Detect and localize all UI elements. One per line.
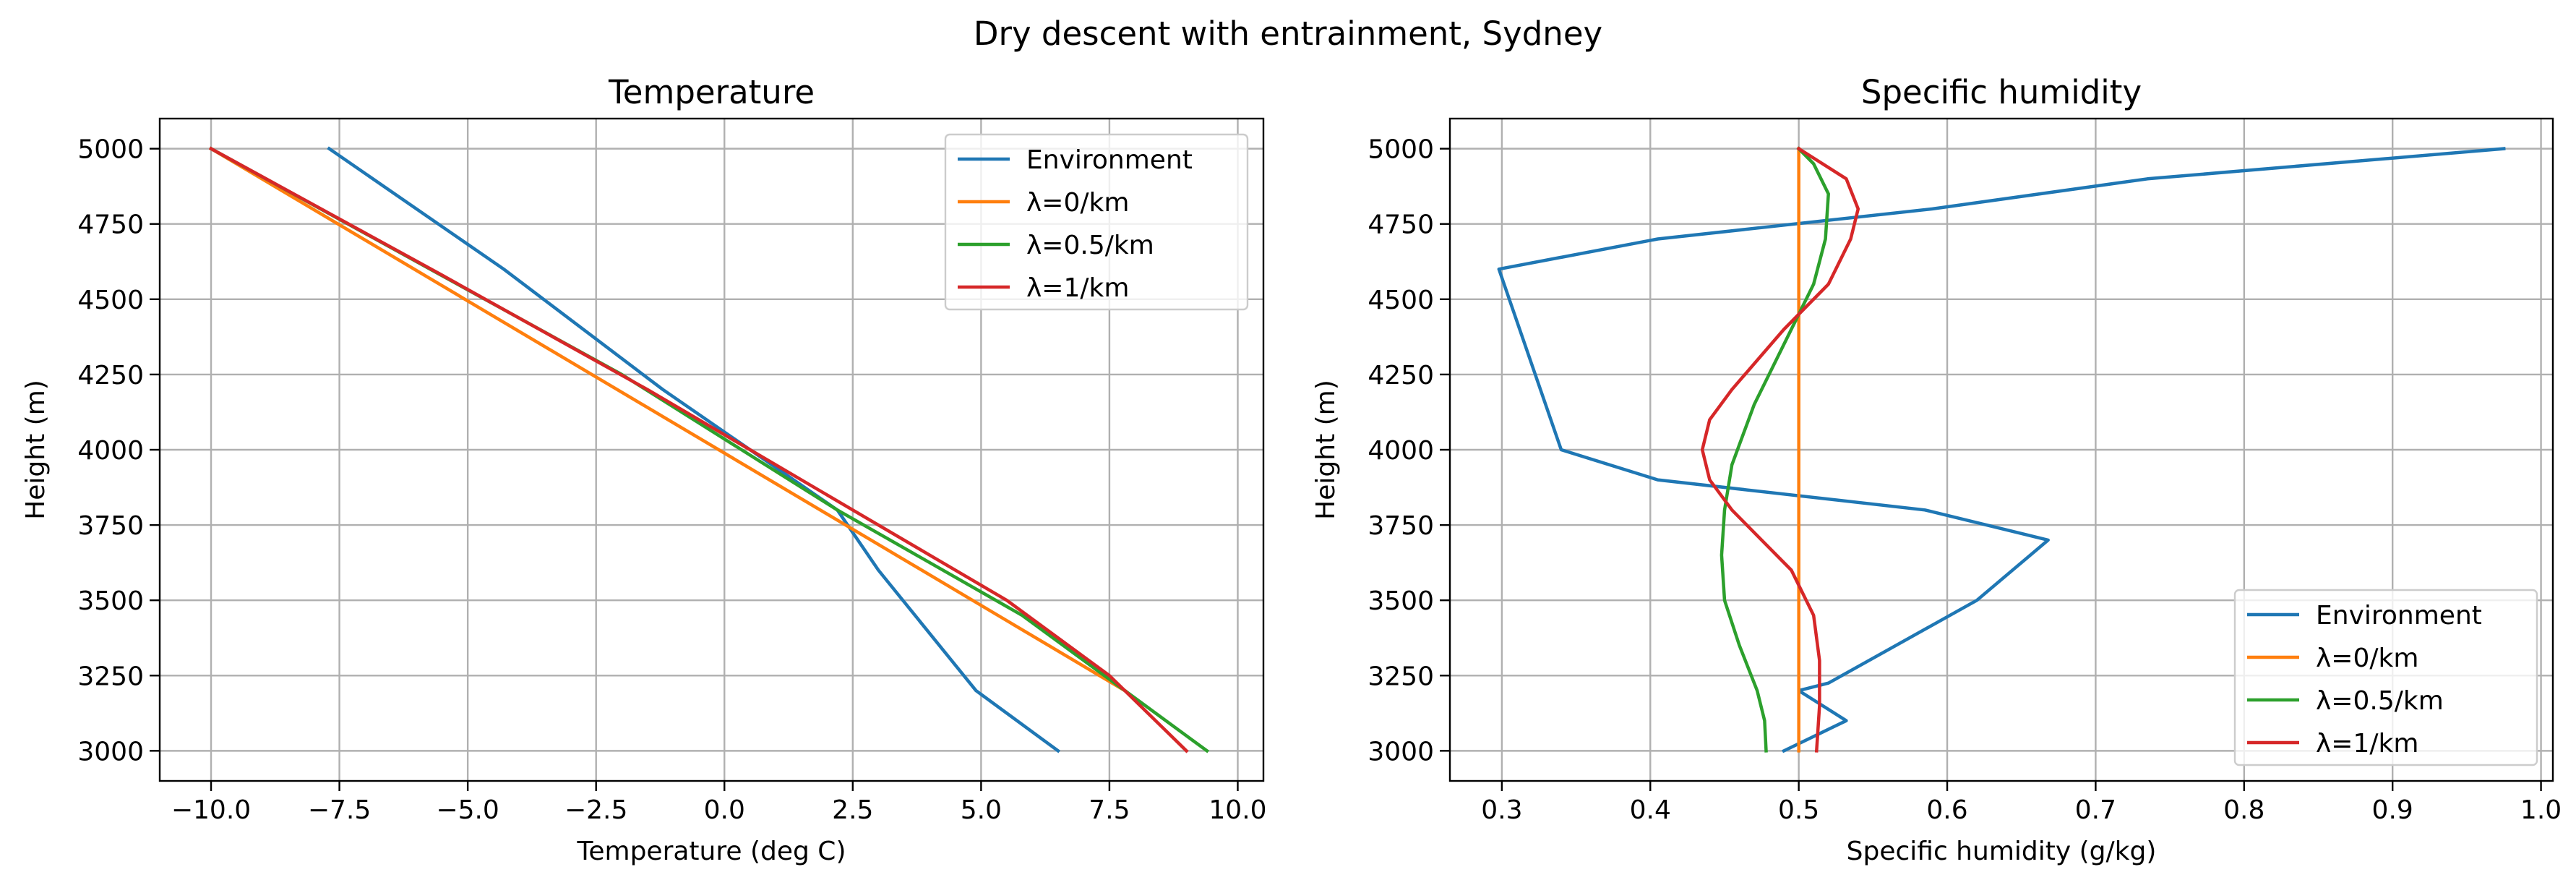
humidity-ytick-label: 4250 <box>1368 361 1434 390</box>
humidity-xaxis-label: Specific humidity (g/kg) <box>1847 837 2157 866</box>
humidity-ytick-label: 3750 <box>1368 511 1434 541</box>
temperature-legend-label: Environment <box>1026 145 1193 175</box>
temperature-ytick-label: 5000 <box>77 135 144 165</box>
humidity-legend-label: λ=1/km <box>2316 729 2418 759</box>
humidity-series-line-2 <box>1720 146 1830 753</box>
temperature-xtick-label: 5.0 <box>961 795 1002 825</box>
humidity-series-line-0 <box>1497 147 2506 753</box>
humidity-ytick-label: 3000 <box>1368 737 1434 766</box>
temperature-xtick-label: 2.5 <box>832 795 873 825</box>
specific-humidity-panel: 0.3 0.4 0.5 0.6 0.7 0.8 0.9 1.0 3000 3250 3500 3750… <box>1311 73 2562 866</box>
humidity-legend: Environment λ=0/km λ=0.5/km λ=1/km <box>2233 589 2538 766</box>
temperature-xtick-label: 0.0 <box>704 795 745 825</box>
temperature-ytick-label: 3250 <box>77 662 144 691</box>
humidity-xtick-label: 0.4 <box>1630 795 1671 825</box>
temperature-ytick-label: 4500 <box>77 286 144 315</box>
humidity-legend-label: λ=0.5/km <box>2316 686 2444 716</box>
humidity-ytick-label: 3250 <box>1368 662 1434 691</box>
temperature-title: Temperature <box>608 73 815 111</box>
temperature-xtick-label: −2.5 <box>564 795 627 825</box>
temperature-legend-label: λ=1/km <box>1026 273 1129 303</box>
humidity-ytick-label: 4500 <box>1368 286 1434 315</box>
humidity-legend-box <box>2233 589 2538 766</box>
temperature-ytick-label: 4750 <box>77 210 144 240</box>
humidity-xtick-label: 0.3 <box>1481 795 1522 825</box>
temperature-xtick-label: 10.0 <box>1208 795 1266 825</box>
temperature-yaxis-label: Height (m) <box>21 380 51 520</box>
temperature-xtick-label: −5.0 <box>436 795 499 825</box>
temperature-xtick-label: 7.5 <box>1089 795 1130 825</box>
temperature-series-line-3 <box>208 146 1189 753</box>
humidity-ytick-label: 4000 <box>1368 436 1434 466</box>
temperature-ytick-label: 3000 <box>77 737 144 766</box>
temperature-legend-label: λ=0/km <box>1026 188 1129 218</box>
humidity-series-line-3 <box>1700 146 1860 753</box>
humidity-ytick-label: 5000 <box>1368 135 1434 165</box>
humidity-yaxis-label: Height (m) <box>1311 380 1341 520</box>
temperature-xaxis-label: Temperature (deg C) <box>576 837 846 866</box>
humidity-ytick-label: 3500 <box>1368 586 1434 616</box>
humidity-ytick-label: 4750 <box>1368 210 1434 240</box>
temperature-xtick-label: −10.0 <box>171 795 251 825</box>
humidity-legend-label: λ=0/km <box>2316 644 2418 673</box>
humidity-title: Specific humidity <box>1861 73 2142 111</box>
temperature-ytick-label: 3500 <box>77 586 144 616</box>
temperature-xtick-label: −7.5 <box>308 795 371 825</box>
temperature-legend: Environment λ=0/km λ=0.5/km λ=1/km <box>944 133 1249 311</box>
humidity-xtick-label: 0.8 <box>2223 795 2264 825</box>
figure-suptitle: Dry descent with entrainment, Sydney <box>974 14 1602 53</box>
temperature-ytick-label: 4250 <box>77 361 144 390</box>
humidity-xtick-label: 0.5 <box>1778 795 1819 825</box>
temperature-ytick-label: 4000 <box>77 436 144 466</box>
humidity-xtick-label: 0.9 <box>2372 795 2413 825</box>
humidity-xtick-label: 0.7 <box>2075 795 2116 825</box>
temperature-panel: −10.0 −7.5 −5.0 −2.5 0.0 2.5 5.0 7.5 10.0 3000 325… <box>21 73 1267 866</box>
temperature-series-line-1 <box>208 146 1128 693</box>
humidity-xtick-label: 0.6 <box>1926 795 1967 825</box>
temperature-ytick-label: 3750 <box>77 511 144 541</box>
temperature-legend-box <box>944 133 1249 311</box>
temperature-legend-label: λ=0.5/km <box>1026 231 1154 260</box>
humidity-legend-label: Environment <box>2316 601 2482 631</box>
humidity-xtick-label: 1.0 <box>2520 795 2562 825</box>
